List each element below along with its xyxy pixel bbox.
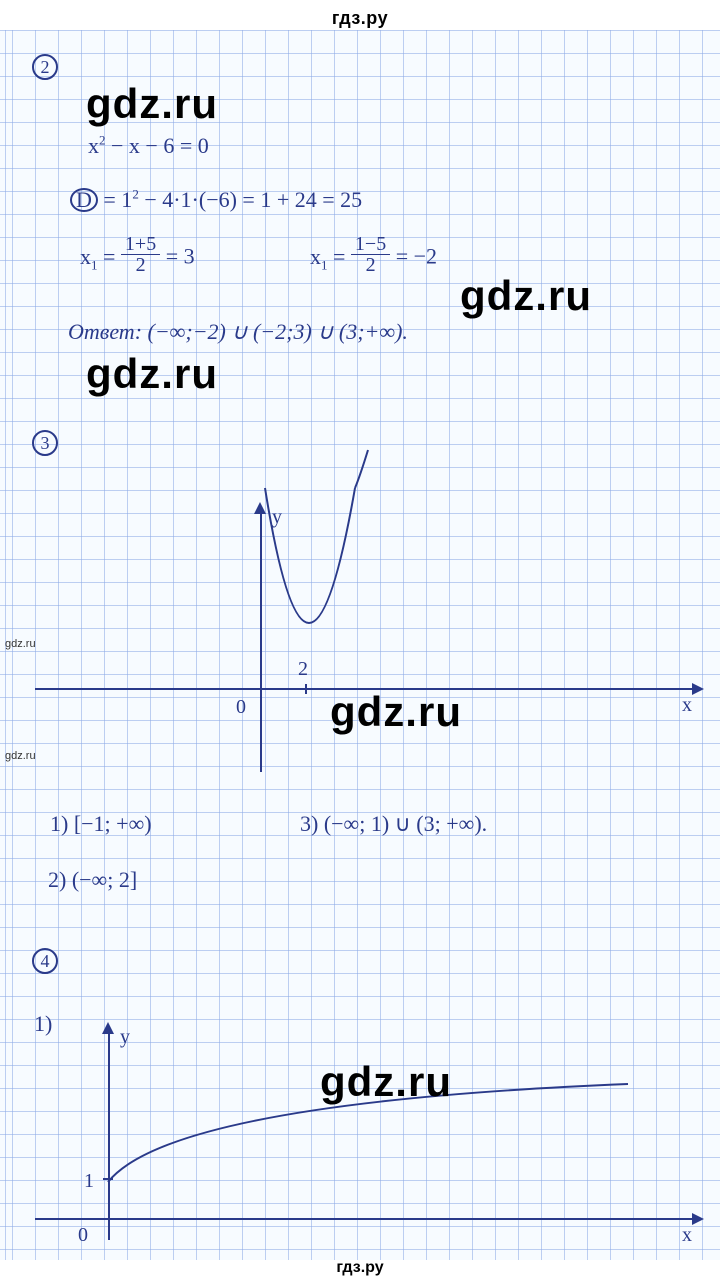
problem-number-2: 2	[32, 54, 58, 80]
root-x1: x1 = 1+5 2 = 3	[80, 238, 195, 279]
parabola-curve	[260, 688, 261, 689]
watermark-big: gdz.ru	[86, 80, 218, 128]
answer-3-3: 3) (−∞; 1) ∪ (3; +∞).	[300, 812, 487, 836]
answer-line: Ответ: (−∞;−2) ∪ (−2;3) ∪ (3;+∞).	[68, 320, 408, 344]
problem-number-3: 3	[32, 430, 58, 456]
frac-num: 1−5	[351, 234, 390, 255]
x-axis-arrow-2	[692, 1213, 704, 1225]
x1-rhs: = 3	[166, 244, 195, 269]
origin-label: 0	[236, 696, 246, 718]
frac-den: 2	[351, 255, 390, 275]
watermark-big: gdz.ru	[320, 1058, 452, 1106]
discriminant-line: D = 12 − 4·1·(−6) = 1 + 24 = 25	[70, 188, 362, 213]
vertex-label: 2	[298, 658, 308, 680]
answer-3-2: 2) (−∞; 2]	[48, 868, 137, 892]
y-axis	[260, 510, 262, 772]
x1-lhs: x1 =	[80, 244, 121, 269]
x2-lhs: x1 =	[310, 244, 351, 269]
origin-label-2: 0	[78, 1224, 88, 1246]
page-header: гдз.ру	[0, 8, 720, 29]
problem-number-4: 4	[32, 948, 58, 974]
watermark-small: gdz.ru	[5, 638, 36, 650]
sqrt-curve	[108, 1182, 109, 1183]
equation-line: x2 − x − 6 = 0	[88, 134, 209, 159]
y-axis-label: y	[272, 506, 282, 528]
page-footer: гдз.ру	[0, 1259, 720, 1277]
frac-den: 2	[121, 255, 160, 275]
frac-num: 1+5	[121, 234, 160, 255]
tick-mark	[305, 684, 307, 694]
x-axis-arrow	[692, 683, 704, 695]
answer-3-1: 1) [−1; +∞)	[50, 812, 152, 836]
watermark-big: gdz.ru	[330, 688, 462, 736]
x2-fraction: 1−5 2	[351, 234, 390, 275]
subpart-1: 1)	[34, 1012, 52, 1036]
y-axis-arrow-2	[102, 1022, 114, 1034]
x-axis-label: x	[682, 694, 692, 716]
notebook-paper: 2 gdz.ru x2 − x − 6 = 0 D = 12 − 4·1·(−6…	[0, 30, 720, 1260]
eq-text: x2 − x − 6 = 0	[88, 133, 209, 158]
y-axis-label-2: y	[120, 1026, 130, 1048]
x-axis-label-2: x	[682, 1224, 692, 1246]
parabola-path-r	[355, 450, 368, 488]
x2-rhs: = −2	[396, 244, 437, 269]
watermark-big: gdz.ru	[86, 350, 218, 398]
y-axis-2	[108, 1030, 110, 1240]
x1-fraction: 1+5 2	[121, 234, 160, 275]
watermark-small: gdz.ru	[5, 750, 36, 762]
y-intercept-label: 1	[84, 1170, 94, 1192]
y-axis-arrow	[254, 502, 266, 514]
x-axis-2	[35, 1218, 695, 1220]
watermark-big: gdz.ru	[460, 272, 592, 320]
root-x2: x1 = 1−5 2 = −2	[310, 238, 437, 279]
